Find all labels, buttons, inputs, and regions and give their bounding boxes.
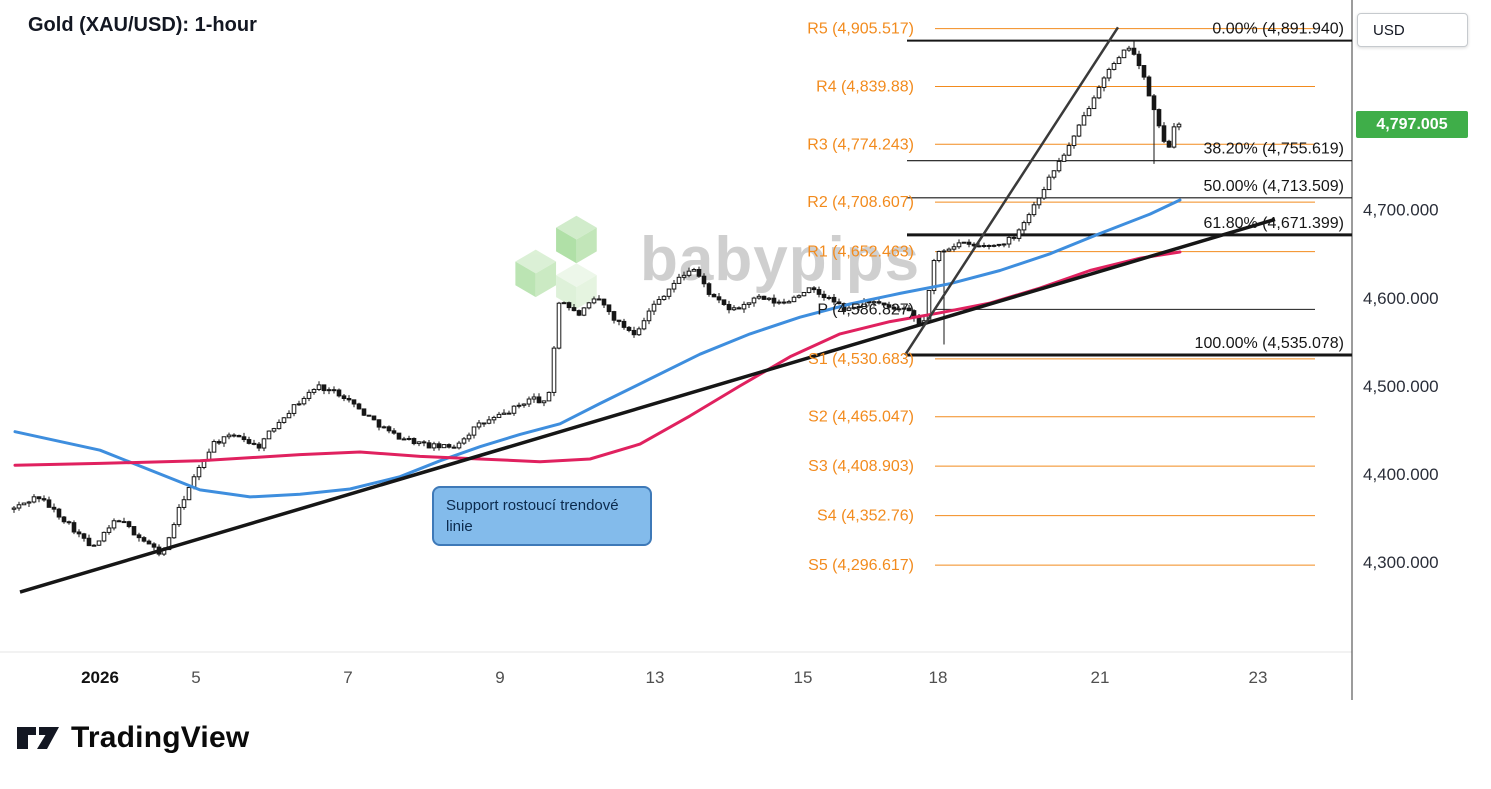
svg-text:R5 (4,905.517): R5 (4,905.517)	[807, 21, 914, 38]
svg-text:2026: 2026	[81, 668, 119, 687]
annotation-text: Support rostoucí trendové linie	[446, 497, 619, 535]
svg-text:4,500.000: 4,500.000	[1363, 377, 1439, 396]
svg-text:21: 21	[1091, 668, 1110, 687]
svg-text:7: 7	[343, 668, 352, 687]
fibonacci-lines	[907, 39, 1352, 357]
babypips-watermark: babypips	[512, 203, 920, 315]
svg-text:0.00% (4,891.940): 0.00% (4,891.940)	[1212, 21, 1344, 38]
level-labels: R5 (4,905.517) R4 (4,839.88) R3 (4,774.243…	[807, 21, 1344, 575]
trendlines	[19, 26, 1276, 594]
svg-text:4,700.000: 4,700.000	[1363, 201, 1439, 220]
watermark-text: babypips	[640, 224, 921, 294]
ma-fast-blue	[13, 198, 1182, 499]
current-price-badge: 4,797.005	[1356, 111, 1468, 138]
svg-text:R3 (4,774.243): R3 (4,774.243)	[807, 136, 914, 153]
trendline-annotation-callout[interactable]: Support rostoucí trendové linie	[432, 486, 652, 546]
breakout-trendline	[903, 26, 1120, 356]
svg-text:18: 18	[929, 668, 948, 687]
svg-text:4,600.000: 4,600.000	[1363, 289, 1439, 308]
svg-text:S2 (4,465.047): S2 (4,465.047)	[808, 409, 914, 426]
svg-text:100.00% (4,535.078): 100.00% (4,535.078)	[1195, 335, 1344, 352]
svg-text:5: 5	[191, 668, 200, 687]
svg-text:15: 15	[794, 668, 813, 687]
svg-text:13: 13	[646, 668, 665, 687]
svg-text:R2 (4,708.607): R2 (4,708.607)	[807, 194, 914, 211]
svg-text:S5 (4,296.617): S5 (4,296.617)	[808, 557, 914, 574]
tradingview-logo-icon	[17, 727, 59, 749]
candlestick-chart-canvas[interactable]: R5 (4,905.517) R4 (4,839.88) R3 (4,774.243…	[0, 0, 1491, 710]
svg-text:P (4,586.827): P (4,586.827)	[817, 301, 914, 318]
currency-selector-button[interactable]: USD	[1357, 13, 1468, 47]
svg-text:4,300.000: 4,300.000	[1363, 553, 1439, 572]
svg-text:S1 (4,530.683): S1 (4,530.683)	[808, 351, 914, 368]
pivot-lines	[935, 28, 1315, 566]
axis-frame	[0, 0, 1353, 700]
axis-tick-labels: 4,700.000 4,600.000 4,500.000 4,400.000 4,30…	[81, 201, 1439, 687]
svg-text:R4 (4,839.88): R4 (4,839.88)	[816, 78, 914, 95]
svg-text:50.00% (4,713.509): 50.00% (4,713.509)	[1203, 178, 1344, 195]
svg-text:23: 23	[1249, 668, 1268, 687]
support-rising-trendline	[19, 217, 1276, 594]
svg-text:4,400.000: 4,400.000	[1363, 465, 1439, 484]
babypips-cubes-icon	[515, 215, 597, 309]
tradingview-attribution[interactable]: TradingView	[15, 721, 249, 755]
svg-text:9: 9	[495, 668, 504, 687]
chart-title: Gold (XAU/USD): 1-hour	[28, 14, 257, 36]
candlesticks	[11, 40, 1182, 557]
svg-text:38.20% (4,755.619): 38.20% (4,755.619)	[1203, 141, 1344, 158]
svg-text:R1 (4,652.463): R1 (4,652.463)	[807, 244, 914, 261]
tradingview-brand-text: TradingView	[71, 721, 250, 754]
svg-text:S3 (4,408.903): S3 (4,408.903)	[808, 458, 914, 475]
svg-text:S4 (4,352.76): S4 (4,352.76)	[817, 508, 914, 525]
svg-text:61.80% (4,671.399): 61.80% (4,671.399)	[1203, 215, 1344, 232]
